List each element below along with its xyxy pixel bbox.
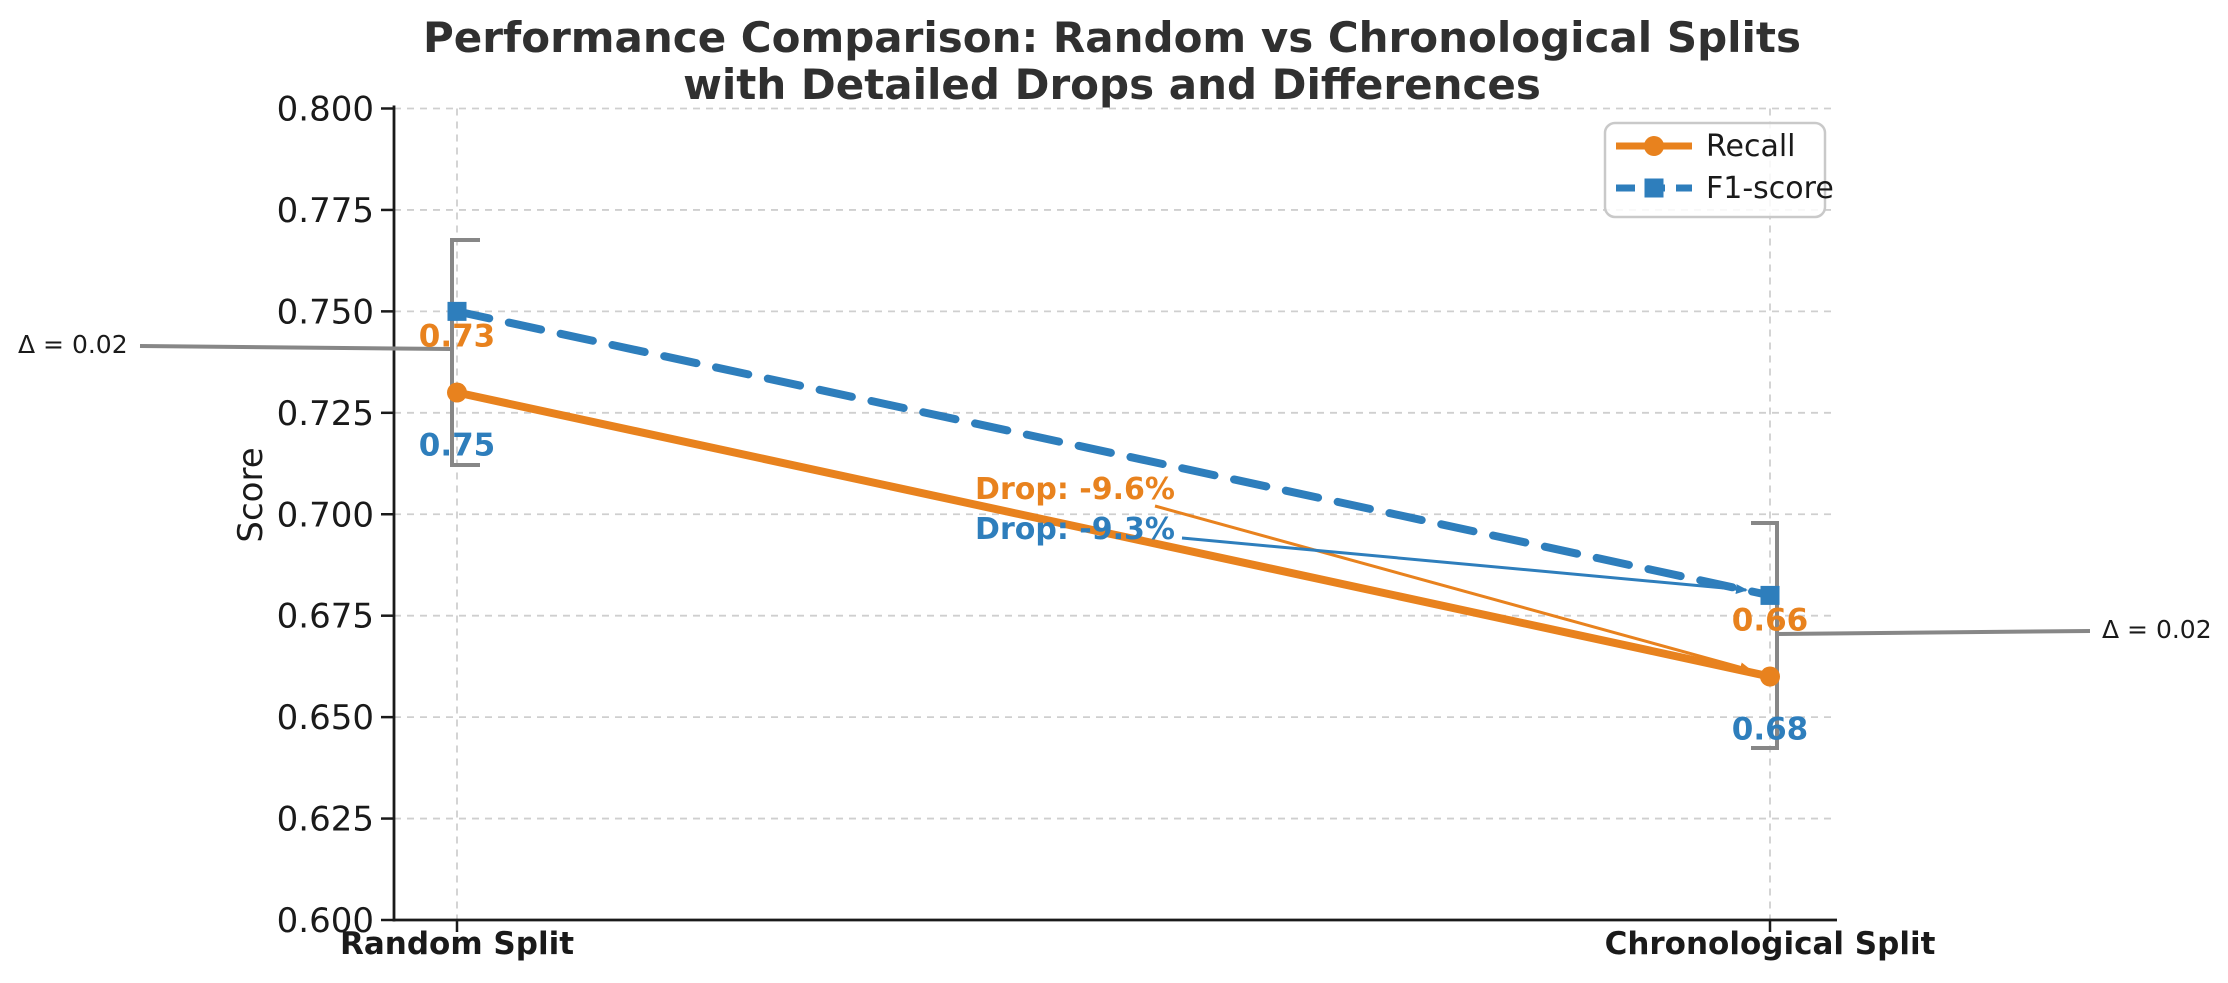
legend: Recall F1-score [1603, 121, 1834, 219]
legend-recall-marker [1644, 136, 1664, 156]
legend-label-f1-score: F1-score [1706, 171, 1834, 206]
f1-score-drop-label: Drop: -9.3% [975, 512, 1175, 547]
left-delta-bracket [450, 238, 480, 467]
recall-drop-label: Drop: -9.6% [975, 472, 1175, 507]
f1-score-marker [1760, 585, 1780, 605]
right-delta-line [1776, 629, 2091, 636]
y-tick-label: 0.750 [277, 292, 374, 332]
y-tick-label: 0.800 [277, 90, 374, 130]
chart-title-line2: with Detailed Drops and Differences [683, 60, 1541, 109]
left-delta-line [139, 344, 453, 351]
axes-spines [381, 105, 1837, 932]
f1-score-value-label: 0.75 [419, 427, 496, 463]
recall-marker [447, 382, 467, 403]
y-tick-labels: 0.800 0.775 0.750 0.725 0.700 0.675 0.650 0.625… [277, 90, 374, 942]
x-category-label: Random Split [340, 926, 574, 962]
delta-label-right: Δ = 0.02 [2102, 615, 2212, 644]
gridlines [394, 107, 1837, 920]
f1-score-drop-arrow [1181, 536, 1748, 595]
recall-line [453, 388, 1774, 681]
y-tick-label: 0.775 [277, 191, 374, 231]
delta-label-left: Δ = 0.02 [18, 330, 128, 359]
recall-value-label: 0.66 [1732, 603, 1809, 639]
delta-annotations: Δ = 0.02 Δ = 0.02 [18, 238, 2212, 750]
y-tick-label: 0.725 [277, 394, 374, 434]
y-tick-label: 0.650 [277, 698, 374, 738]
legend-f1-score-marker [1644, 178, 1664, 198]
recall-marker [1760, 666, 1780, 687]
f1-score-line [453, 307, 1774, 600]
y-tick-label: 0.600 [277, 901, 374, 941]
y-tick-label: 0.700 [277, 495, 374, 535]
y-tick-label: 0.675 [277, 597, 374, 637]
y-tick-label: 0.625 [277, 800, 374, 840]
x-tick-labels: Random Split Chronological Split [340, 926, 1936, 962]
x-category-label: Chronological Split [1605, 926, 1936, 962]
legend-label-recall: Recall [1706, 129, 1796, 164]
y-axis-label: Score [231, 447, 271, 542]
recall-value-label: 0.73 [419, 319, 496, 355]
drop-annotations: Drop: -9.6% Drop: -9.3% [975, 472, 1752, 673]
data-series: 0.75 0.68 0.73 0.66 [419, 301, 1809, 747]
f1-score-marker [447, 301, 467, 321]
f1-score-value-label: 0.68 [1732, 711, 1809, 747]
chart-title-line1: Performance Comparison: Random vs Chrono… [423, 13, 1801, 62]
right-delta-bracket [1751, 521, 1779, 750]
recall-drop-arrow [1154, 504, 1752, 673]
